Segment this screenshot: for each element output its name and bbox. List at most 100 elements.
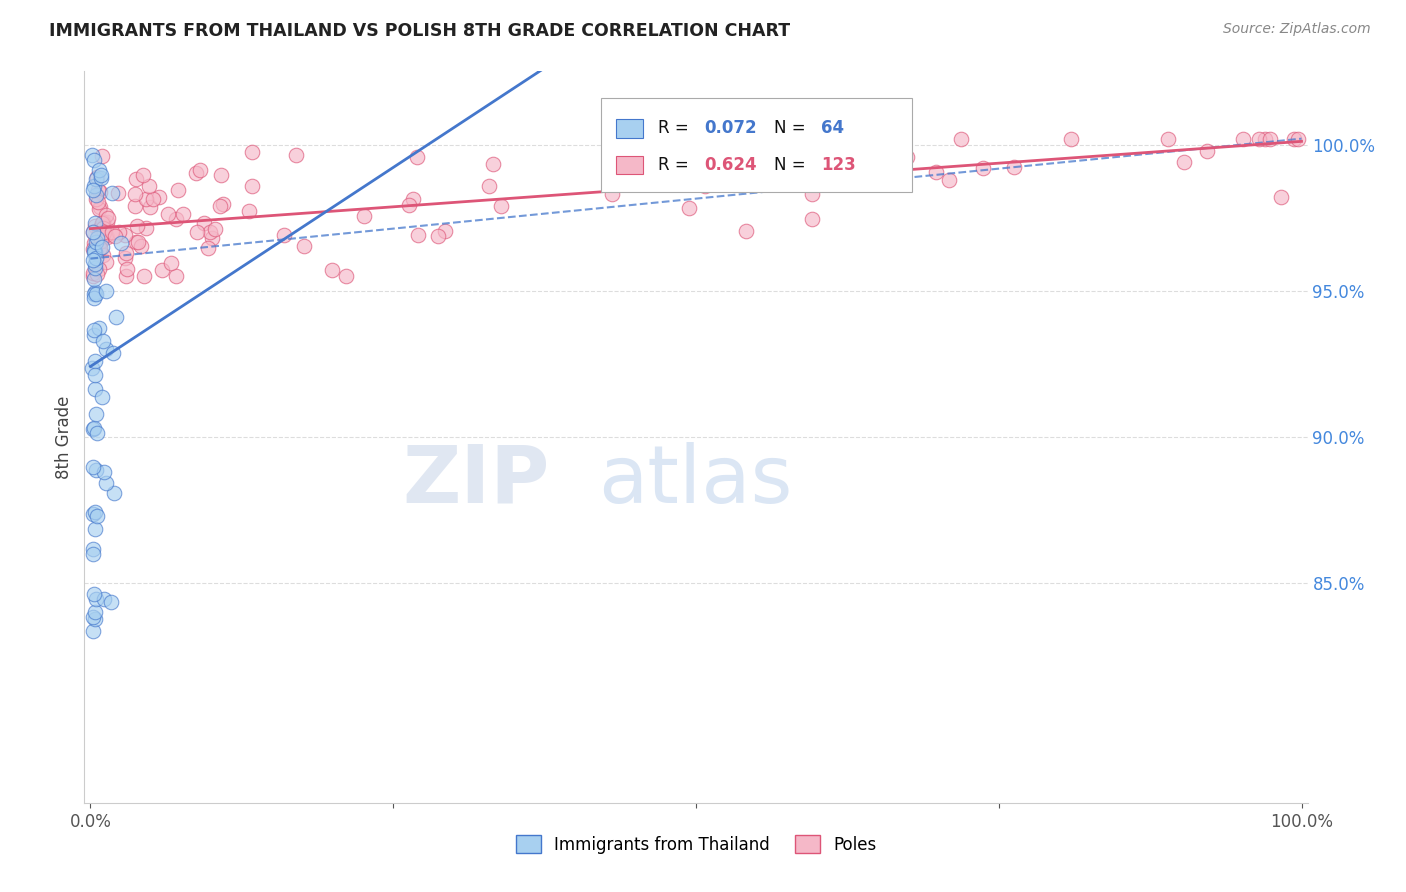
Point [193, 216, 215, 230]
Point [89, 200, 111, 214]
Point [321, 263, 343, 277]
Point [108, 226, 131, 240]
Point [801, 211, 824, 226]
Point [1232, 131, 1254, 145]
Point [402, 192, 425, 206]
Text: R =: R = [658, 156, 695, 174]
Point [83, 323, 105, 337]
Point [83, 420, 105, 434]
Point [131, 169, 153, 183]
Point [197, 241, 219, 255]
Text: Source: ZipAtlas.com: Source: ZipAtlas.com [1223, 22, 1371, 37]
Point [938, 172, 960, 186]
Point [398, 198, 420, 212]
Point [1157, 131, 1180, 145]
Point [624, 131, 647, 145]
Point [405, 150, 427, 164]
Point [83, 505, 105, 519]
Text: R =: R = [658, 120, 695, 137]
Point [204, 222, 226, 236]
Point [240, 178, 263, 193]
Point [89, 220, 111, 235]
Point [82, 422, 104, 436]
Point [114, 228, 136, 243]
Point [83, 235, 105, 250]
Point [86, 187, 108, 202]
Point [86, 170, 108, 185]
Point [600, 187, 623, 202]
Point [735, 224, 758, 238]
Point [135, 192, 157, 206]
Point [135, 220, 157, 235]
Point [148, 190, 170, 204]
Point [83, 153, 105, 168]
Point [96, 230, 118, 244]
Point [186, 225, 208, 239]
Point [84, 522, 107, 536]
Point [90, 168, 112, 182]
Point [1270, 190, 1292, 204]
Point [925, 165, 948, 179]
Point [124, 172, 146, 186]
Point [89, 185, 111, 199]
Text: 0.072: 0.072 [704, 120, 758, 137]
Point [141, 192, 163, 206]
Point [84, 171, 107, 186]
FancyBboxPatch shape [616, 120, 644, 137]
Point [114, 246, 136, 260]
Point [100, 595, 122, 609]
Legend: Immigrants from Thailand, Poles: Immigrants from Thailand, Poles [509, 829, 883, 860]
Text: atlas: atlas [598, 442, 793, 520]
Point [273, 227, 295, 242]
Point [124, 198, 146, 212]
Point [127, 219, 149, 233]
Point [82, 225, 104, 239]
Text: IMMIGRANTS FROM THAILAND VS POLISH 8TH GRADE CORRELATION CHART: IMMIGRANTS FROM THAILAND VS POLISH 8TH G… [49, 22, 790, 40]
Point [86, 407, 108, 421]
Point [87, 202, 110, 217]
Point [82, 547, 104, 561]
Point [292, 238, 315, 252]
Point [84, 216, 107, 230]
Point [1197, 144, 1219, 158]
Point [83, 291, 105, 305]
Point [90, 216, 112, 230]
Point [335, 269, 357, 284]
Point [83, 354, 105, 368]
Point [93, 247, 115, 261]
Text: 0.624: 0.624 [704, 156, 758, 174]
Point [83, 587, 105, 601]
Point [94, 343, 117, 357]
Point [93, 466, 115, 480]
Point [84, 219, 107, 234]
Point [87, 242, 110, 256]
Point [949, 131, 972, 145]
Point [96, 215, 118, 229]
Point [353, 209, 375, 223]
Point [127, 235, 149, 249]
Point [83, 244, 105, 259]
Point [83, 243, 105, 257]
Point [426, 228, 449, 243]
Point [82, 541, 104, 556]
Point [91, 334, 114, 348]
Point [238, 203, 260, 218]
Point [184, 166, 207, 180]
Point [93, 592, 115, 607]
Point [84, 368, 107, 383]
Point [165, 212, 187, 227]
Point [165, 269, 187, 284]
Point [150, 262, 173, 277]
Text: 123: 123 [821, 156, 855, 174]
Point [478, 178, 501, 193]
Point [482, 156, 505, 170]
Point [83, 328, 105, 343]
Point [856, 131, 879, 145]
Point [896, 150, 918, 164]
Point [91, 219, 114, 233]
Point [800, 186, 823, 201]
Point [84, 235, 107, 250]
Point [125, 235, 148, 249]
Point [91, 227, 114, 241]
Point [110, 236, 132, 251]
